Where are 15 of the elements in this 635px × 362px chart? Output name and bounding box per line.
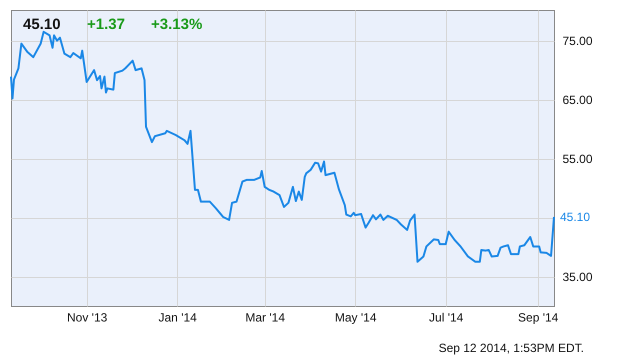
x-tick-label: Mar '14 — [245, 310, 286, 324]
chart-title: 45.10 — [23, 16, 61, 33]
y-tick-label: 65.00 — [562, 93, 593, 108]
y-tick-label: 35.00 — [562, 270, 593, 284]
x-tick-label: May '14 — [334, 310, 377, 324]
x-tick-label: Jan '14 — [158, 310, 198, 324]
x-tick-label: Jul '14 — [429, 310, 464, 324]
line-series — [10, 30, 555, 263]
annotation: 45.10 — [560, 210, 590, 224]
y-tick-label: 75.00 — [562, 34, 593, 48]
x-tick-label: Sep '14 — [518, 310, 559, 324]
text: +1.37 +3.13% — [87, 16, 202, 33]
text: Sep 12 2014, 1:53PM EDT. — [438, 341, 584, 355]
x-tick-label: Nov '13 — [67, 310, 108, 324]
y-tick-label: 55.00 — [562, 152, 593, 166]
